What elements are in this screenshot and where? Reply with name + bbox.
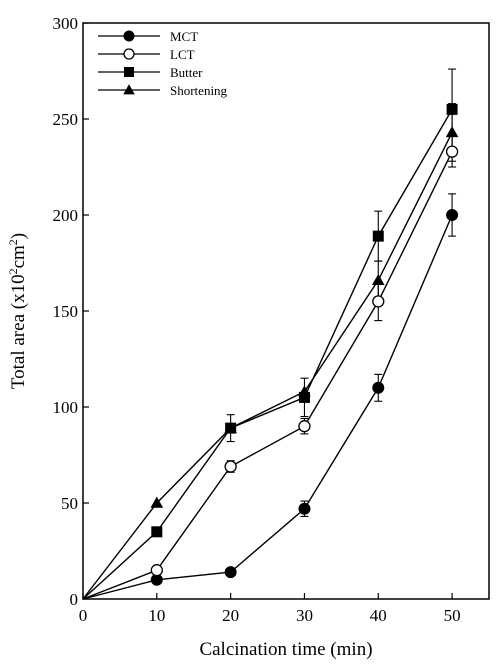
x-tick-label: 10 [148, 606, 165, 625]
y-axis-label-prefix: Total area (x10 [8, 274, 29, 389]
axis-ticks: 0 10 20 30 40 50 0 50 100 150 200 250 300 [53, 14, 461, 625]
series-line-lct [82, 151, 453, 600]
data-point-shortening [445, 126, 459, 138]
data-point-butter [298, 391, 310, 403]
x-axis-label: Calcination time (min) [199, 639, 372, 660]
data-point-lct [224, 460, 237, 473]
y-tick-label: 100 [53, 398, 79, 417]
data-point-mct [372, 381, 385, 394]
x-tick-label: 40 [370, 606, 387, 625]
data-point-mct [446, 209, 459, 221]
data-point-lct [298, 420, 311, 433]
x-tick-label: 0 [79, 606, 88, 625]
data-markers [150, 103, 459, 586]
data-point-lct [372, 295, 385, 308]
y-tick-label: 50 [61, 494, 78, 513]
x-tick-label: 30 [296, 606, 313, 625]
data-point-butter [151, 526, 163, 538]
series-line-shortening [82, 132, 453, 600]
legend-marker [124, 67, 134, 77]
legend: MCT LCT Butter Shortening [98, 29, 228, 98]
data-point-butter [372, 230, 384, 242]
y-axis-label: Total area (x102cm2) [6, 233, 29, 389]
y-tick-label: 150 [53, 302, 79, 321]
legend-label: LCT [170, 47, 195, 62]
series-line-mct [82, 214, 453, 600]
data-point-butter [446, 103, 458, 115]
legend-marker [123, 48, 135, 60]
legend-label: Butter [170, 65, 203, 80]
legend-label: MCT [170, 29, 198, 44]
data-point-mct [224, 566, 237, 579]
x-tick-label: 20 [222, 606, 239, 625]
y-axis-label-unit: cm [8, 245, 29, 268]
y-tick-label: 200 [53, 206, 79, 225]
y-axis-label-sup-1: 2 [6, 268, 20, 274]
y-tick-label: 300 [53, 14, 79, 33]
series-lines [82, 109, 453, 600]
data-point-shortening [298, 385, 311, 397]
data-point-shortening [224, 421, 237, 433]
y-axis-label-sup-2: 2 [6, 239, 20, 245]
y-tick-label: 0 [70, 590, 79, 609]
y-axis-label-suffix: ) [8, 233, 29, 239]
data-point-lct [150, 564, 163, 577]
y-tick-label: 250 [53, 110, 79, 129]
data-point-shortening [150, 496, 164, 508]
plot-frame [82, 22, 490, 600]
series-line-butter [82, 109, 453, 600]
legend-marker [123, 84, 135, 95]
legend-label: Shortening [170, 83, 228, 98]
data-point-lct [445, 145, 459, 158]
legend-marker [123, 30, 135, 42]
data-point-mct [298, 502, 311, 515]
data-point-shortening [371, 273, 385, 286]
x-tick-label: 50 [444, 606, 461, 625]
